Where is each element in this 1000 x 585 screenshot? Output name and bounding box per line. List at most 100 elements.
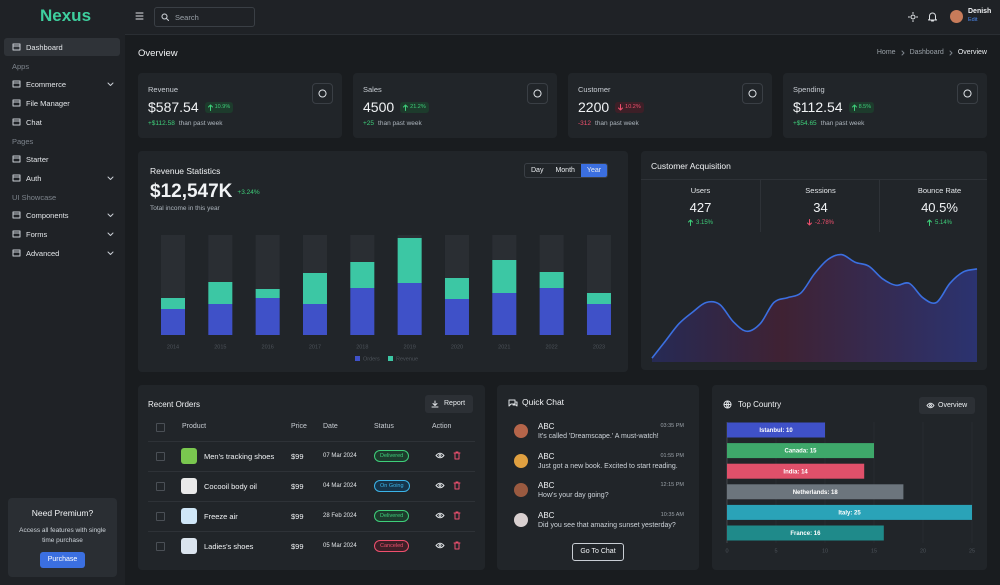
icon-path: [107, 176, 114, 180]
bar-segment: [208, 304, 233, 335]
icon[interactable]: [453, 541, 461, 550]
breadcrumb: Home Dashboard Overview: [877, 49, 987, 56]
nav-item[interactable]: Auth: [4, 169, 120, 187]
nav-item[interactable]: Starter: [4, 150, 120, 168]
stat-badge: 10.9%: [204, 101, 234, 113]
icon: [851, 104, 857, 111]
card-title: Customer Acquisition: [651, 161, 731, 171]
time: 03:35 PM: [660, 423, 684, 429]
stat-badge: 10.2%: [615, 101, 644, 113]
icon[interactable]: [453, 481, 461, 490]
icon[interactable]: [435, 482, 445, 489]
stat-delta: +$54.65: [793, 120, 817, 127]
checkbox[interactable]: [156, 512, 165, 521]
user-action[interactable]: Edit: [968, 17, 978, 23]
overview-button[interactable]: Overview: [919, 397, 975, 414]
stat-row: $587.54 10.9%: [148, 99, 234, 115]
nav-item[interactable]: Components: [4, 206, 120, 224]
search-box[interactable]: Search: [154, 7, 255, 27]
icon[interactable]: [453, 511, 461, 520]
icon-path: [748, 89, 757, 98]
stat-icon: [957, 83, 978, 104]
nav-item[interactable]: Ecommerce: [4, 75, 120, 93]
checkbox[interactable]: [156, 423, 165, 432]
icon[interactable]: [435, 542, 445, 549]
stat-card: Revenue $587.54 10.9% +$112.58 than past wee…: [138, 73, 342, 138]
nav-item[interactable]: File Manager: [4, 94, 120, 112]
avatar: [514, 424, 528, 438]
checkbox[interactable]: [156, 542, 165, 551]
bar-label: Netherlands: 18: [793, 490, 839, 496]
icon: [107, 213, 114, 218]
row-divider: [148, 441, 475, 442]
bar-segment: [586, 304, 611, 335]
checkbox[interactable]: [156, 452, 165, 461]
x-tick-label: 2015: [214, 344, 226, 350]
bar: [727, 484, 904, 500]
premium-button[interactable]: Purchase: [40, 552, 85, 568]
icon: [926, 219, 932, 226]
icon[interactable]: [435, 452, 445, 459]
time: 10:35 AM: [660, 511, 684, 518]
product-name: Freeze air: [204, 512, 238, 521]
message: It's called 'Dreamscape.' A must-watch!: [538, 433, 659, 440]
breadcrumb-item[interactable]: Dashboard: [909, 49, 944, 56]
x-tick-label: 0: [725, 548, 728, 554]
total-row: $12,547K +3.24%: [150, 181, 260, 203]
nav-label: Forms: [26, 230, 48, 239]
icon[interactable]: [135, 12, 144, 20]
icon[interactable]: [435, 512, 445, 519]
premium-text: Access all features with single time pur…: [19, 527, 106, 544]
stat-value: $112.54: [793, 99, 843, 115]
nav-label: Ecommerce: [26, 80, 67, 90]
stat-note: than past week: [820, 120, 865, 127]
icon[interactable]: [928, 12, 937, 22]
icon: [161, 13, 169, 21]
metric-change-text: -2.78%: [814, 219, 834, 226]
report-button[interactable]: Report: [425, 395, 473, 413]
bar-segment: [255, 298, 280, 335]
checkbox[interactable]: [156, 482, 165, 491]
nav-label: Starter: [26, 155, 49, 165]
bar-segment: [302, 273, 327, 304]
nav-item[interactable]: Dashboard: [4, 38, 120, 56]
nav-item[interactable]: Forms: [4, 225, 120, 243]
chat-button[interactable]: Go To Chat: [572, 543, 624, 561]
stat-badge: 8.5%: [848, 101, 875, 113]
icon: [12, 43, 21, 51]
tab[interactable]: Month: [555, 167, 575, 174]
icon[interactable]: [453, 451, 461, 460]
user-name: Denish: [968, 8, 992, 15]
nav-label: File Manager: [26, 99, 70, 109]
acquisition-card: Customer Acquisition Users 427 3.15% Session…: [641, 151, 987, 370]
message: How's your day going?: [538, 492, 609, 499]
x-tick-label: 2014: [167, 344, 179, 350]
nav-section: Pages: [12, 136, 34, 146]
product-image: [181, 478, 197, 494]
nav-item[interactable]: Advanced: [4, 244, 120, 262]
breadcrumb-item[interactable]: Home: [876, 49, 896, 56]
area: [652, 254, 977, 362]
icon[interactable]: [908, 12, 918, 22]
avatar[interactable]: [950, 10, 963, 23]
tab[interactable]: Day: [531, 167, 544, 174]
icon-path: [107, 213, 114, 218]
sidebar: Nexus Dashboard Apps Ecommerce File Manager C…: [0, 0, 125, 585]
bar: [727, 504, 972, 520]
metric: Users 427 3.15%: [641, 180, 760, 232]
icon-path: [851, 104, 857, 111]
row-divider: [148, 531, 475, 532]
stat-icon: [312, 83, 333, 104]
icon-path: [949, 50, 953, 55]
product-name: Cocooil body oil: [204, 482, 257, 491]
x-tick-label: 10: [822, 548, 828, 554]
nav-label: Dashboard: [26, 43, 63, 52]
tab[interactable]: Year: [580, 164, 608, 177]
nav-item[interactable]: Chat: [4, 113, 120, 131]
premium-box: Need Premium? Access all features with si…: [8, 498, 117, 577]
metric: Sessions 34 -2.78%: [760, 180, 880, 232]
breadcrumb-item: Overview: [957, 49, 987, 56]
sender: ABC: [538, 481, 555, 490]
stat-row: $112.54 8.5%: [793, 99, 875, 115]
